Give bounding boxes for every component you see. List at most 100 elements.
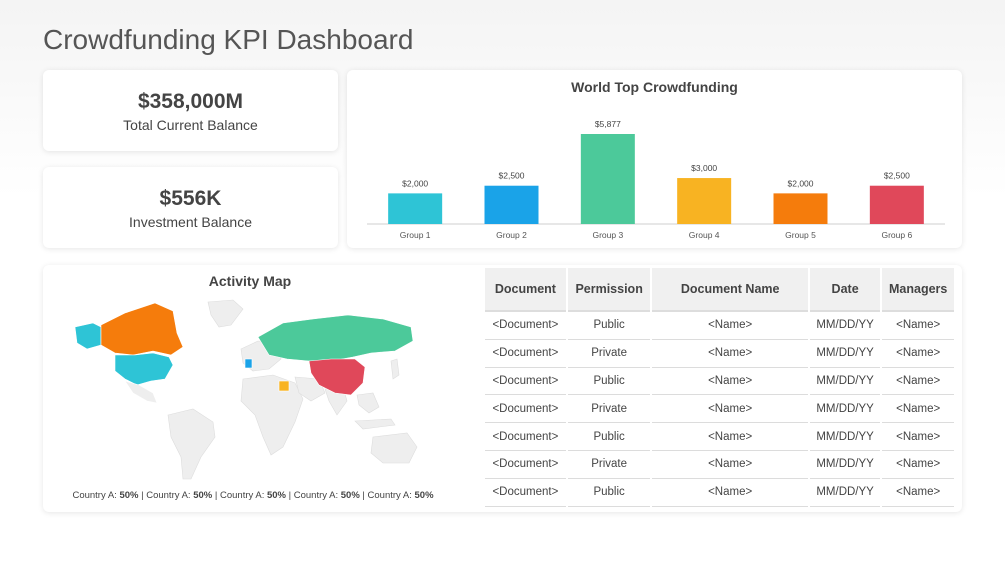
legend-percent: 50% bbox=[340, 490, 360, 501]
map-title: Activity Map bbox=[208, 273, 292, 289]
south-america-shape bbox=[167, 408, 216, 480]
table-cell: <Name> bbox=[882, 395, 954, 424]
table-cell: <Document> bbox=[485, 312, 566, 340]
legend-percent: 50% bbox=[266, 490, 286, 501]
australia-shape bbox=[370, 432, 418, 464]
table-header-row: Document Permission Document Name Date Manag… bbox=[485, 268, 954, 312]
table-cell: Private bbox=[567, 451, 651, 479]
table-row: <Document> Public <Name> MM/DD/YY <Name> bbox=[485, 312, 954, 340]
table-cell: <Name> bbox=[652, 451, 808, 479]
legend-separator: | bbox=[212, 490, 220, 501]
kpi-card-total-balance: $358,000M Total Current Balance bbox=[43, 70, 338, 151]
greenland-shape bbox=[207, 299, 244, 328]
kpi-card-investment-balance: $556K Investment Balance bbox=[43, 167, 338, 248]
table-cell: <Name> bbox=[652, 340, 808, 368]
chart-title: World Top Crowdfunding bbox=[571, 79, 738, 95]
table-cell: Public bbox=[567, 368, 651, 396]
data-label: $2,000 bbox=[788, 178, 814, 188]
activity-card: Activity Map Country A: 50% | Country A:… bbox=[43, 265, 962, 512]
bar bbox=[484, 185, 539, 224]
bar-chart: $2,000 Group 1 $2,500 Group 2 $5,877 Group 3 $… bbox=[367, 119, 945, 240]
legend-country: Country A: bbox=[293, 490, 339, 501]
bar-chart-card: World Top Crowdfunding $2,000 Group 1 $2,5… bbox=[347, 70, 962, 248]
category-label: Group 2 bbox=[496, 230, 527, 240]
table-cell: MM/DD/YY bbox=[809, 395, 881, 424]
column-header: Document bbox=[485, 268, 566, 312]
bar bbox=[580, 134, 635, 224]
legend-percent: 50% bbox=[193, 490, 213, 501]
bar bbox=[388, 193, 443, 224]
table-cell: MM/DD/YY bbox=[809, 451, 881, 479]
china-region bbox=[308, 358, 366, 396]
table-cell: <Document> bbox=[485, 368, 566, 396]
legend-percent: 50% bbox=[119, 490, 139, 501]
japan-shape bbox=[390, 358, 400, 380]
legend-country: Country A: bbox=[72, 490, 117, 501]
data-label: $2,500 bbox=[884, 171, 910, 181]
table-cell: <Document> bbox=[485, 423, 566, 451]
table-cell: Public bbox=[567, 312, 651, 340]
table-cell: Private bbox=[567, 395, 651, 424]
bar bbox=[773, 193, 828, 224]
table-row: <Document> Private <Name> MM/DD/YY <Name> bbox=[485, 451, 954, 479]
category-label: Group 3 bbox=[592, 230, 623, 240]
bar bbox=[869, 185, 924, 224]
mexico-shape bbox=[124, 380, 158, 404]
table-cell: Private bbox=[567, 340, 651, 368]
data-label: $5,877 bbox=[595, 119, 621, 129]
table-cell: Public bbox=[567, 479, 651, 507]
table-cell: <Name> bbox=[882, 340, 954, 368]
legend-percent: 50% bbox=[414, 490, 434, 501]
category-label: Group 5 bbox=[785, 230, 816, 240]
table-cell: MM/DD/YY bbox=[809, 340, 881, 368]
map-legend: Country A: 50% | Country A: 50% | Countr… bbox=[43, 490, 463, 501]
column-header: Managers bbox=[882, 268, 954, 312]
table-cell: <Name> bbox=[882, 423, 954, 451]
kpi-value: $358,000M bbox=[137, 90, 244, 113]
canada-region bbox=[100, 302, 184, 356]
usa-region bbox=[114, 352, 174, 386]
bar bbox=[677, 178, 732, 224]
column-header: Date bbox=[809, 268, 881, 312]
table-row: <Document> Public <Name> MM/DD/YY <Name> bbox=[485, 479, 954, 507]
kpi-label: Total Current Balance bbox=[123, 117, 258, 133]
kpi-value: $556K bbox=[159, 187, 222, 210]
legend-country: Country A: bbox=[146, 490, 191, 501]
kpi-label: Investment Balance bbox=[129, 214, 252, 230]
table-cell: Public bbox=[567, 423, 651, 451]
table-row: <Document> Private <Name> MM/DD/YY <Name> bbox=[485, 340, 954, 368]
table-cell: <Name> bbox=[652, 479, 808, 507]
table-cell: <Name> bbox=[652, 368, 808, 396]
africa-shape bbox=[240, 374, 304, 456]
legend-country: Country A: bbox=[219, 490, 265, 501]
table-cell: MM/DD/YY bbox=[809, 423, 881, 451]
table-row: <Document> Public <Name> MM/DD/YY <Name> bbox=[485, 423, 954, 451]
map-land bbox=[167, 299, 418, 480]
documents-table: Document Permission Document Name Date Manag… bbox=[483, 268, 956, 507]
data-label: $3,000 bbox=[691, 163, 717, 173]
category-label: Group 1 bbox=[400, 230, 431, 240]
alaska-region bbox=[74, 322, 102, 350]
category-label: Group 4 bbox=[689, 230, 720, 240]
table-cell: <Name> bbox=[882, 479, 954, 507]
table-cell: MM/DD/YY bbox=[809, 479, 881, 507]
table-cell: <Name> bbox=[882, 451, 954, 479]
column-header: Document Name bbox=[652, 268, 808, 312]
legend-separator: | bbox=[286, 490, 294, 501]
legend-separator: | bbox=[359, 490, 368, 501]
legend-separator: | bbox=[138, 490, 147, 501]
table-row: <Document> Private <Name> MM/DD/YY <Name> bbox=[485, 395, 954, 424]
data-label: $2,500 bbox=[499, 171, 525, 181]
data-label: $2,000 bbox=[402, 178, 428, 188]
table-cell: <Name> bbox=[882, 312, 954, 340]
legend-country: Country A: bbox=[367, 490, 412, 501]
europe-highlight-region bbox=[244, 358, 253, 369]
table-cell: MM/DD/YY bbox=[809, 368, 881, 396]
table-cell: <Document> bbox=[485, 479, 566, 507]
table-cell: <Name> bbox=[652, 395, 808, 424]
category-label: Group 6 bbox=[881, 230, 912, 240]
table-cell: <Name> bbox=[882, 368, 954, 396]
russia-region bbox=[257, 314, 414, 362]
table-cell: <Document> bbox=[485, 451, 566, 479]
page-title: Crowdfunding KPI Dashboard bbox=[43, 24, 414, 55]
